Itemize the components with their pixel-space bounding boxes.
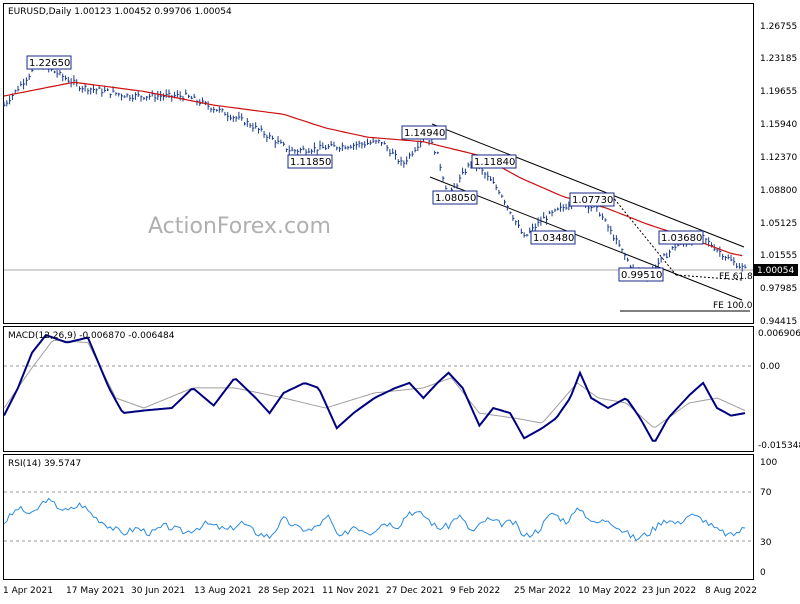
- price-tick-6: 1.08800: [760, 186, 797, 196]
- macd-header: MACD(12,26,9) -0.006870 -0.006484: [8, 331, 175, 341]
- macd-pane: [3, 326, 754, 452]
- level-label-2: 1.14940: [404, 128, 445, 139]
- level-box-3: [287, 154, 333, 169]
- price-tick-2: 1.23185: [760, 54, 797, 64]
- level-box-6: [569, 192, 615, 207]
- current-price-value: 1.00054: [757, 266, 794, 276]
- x-tick-2: 17 May 2021: [66, 586, 125, 596]
- level-label-5: 1.08050: [435, 193, 476, 204]
- price-header: EURUSD,Daily 1.00123 1.00452 0.99706 1.0…: [8, 7, 232, 17]
- level-label-1: 1.22650: [29, 58, 70, 69]
- level-box-2: [401, 125, 447, 140]
- level-box-7: [530, 230, 576, 245]
- fe-61-label: FE 61.8: [719, 272, 753, 282]
- x-tick-1: 1 Apr 2021: [3, 586, 53, 596]
- rsi-y-axis: 100 70 30 0: [760, 458, 777, 578]
- macd-tick-2: 0.00: [760, 362, 780, 372]
- price-tick-5: 1.12370: [760, 153, 797, 163]
- x-tick-6: 11 Nov 2021: [322, 586, 380, 596]
- rsi-tick-100: 100: [760, 458, 777, 468]
- watermark: ActionForex.com: [148, 214, 331, 239]
- price-bars: [3, 59, 747, 282]
- macd-tick-1: 0.006906: [758, 329, 800, 339]
- rsi-tick-70: 70: [760, 488, 772, 498]
- x-tick-9: 25 Mar 2022: [514, 586, 571, 596]
- trend-dashed: [611, 195, 677, 276]
- x-tick-11: 23 Jun 2022: [642, 586, 696, 596]
- fe-100-label: FE 100.0: [713, 301, 753, 311]
- level-box-4: [471, 154, 517, 169]
- level-label-9: 0.99510: [621, 270, 662, 281]
- x-tick-5: 28 Sep 2021: [258, 586, 315, 596]
- price-tick-10: 0.94415: [760, 317, 797, 327]
- macd-tick-3: -0.015348: [758, 441, 800, 451]
- rsi-header: RSI(14) 39.5747: [8, 459, 81, 469]
- price-tick-3: 1.19655: [760, 87, 797, 97]
- level-label-4: 1.11840: [474, 157, 515, 168]
- x-tick-10: 10 May 2022: [578, 586, 637, 596]
- macd-signal-line: [3, 339, 746, 428]
- level-box-5: [432, 190, 478, 205]
- macd-y-axis: 0.006906 0.00 -0.015348: [758, 329, 800, 451]
- x-tick-3: 30 Jun 2021: [131, 586, 185, 596]
- price-tick-1: 1.26755: [760, 22, 797, 32]
- x-tick-4: 13 Aug 2021: [194, 586, 252, 596]
- rsi-tick-30: 30: [760, 538, 772, 548]
- level-label-7: 1.03480: [533, 233, 574, 244]
- x-tick-8: 9 Feb 2022: [450, 586, 500, 596]
- channel-lower: [429, 176, 743, 301]
- current-price-tag: [754, 264, 798, 276]
- level-label-3: 1.11850: [290, 157, 331, 168]
- rsi-tick-0: 0: [760, 568, 766, 578]
- price-tick-7: 1.05125: [760, 219, 797, 229]
- level-labels: 1.22650 1.14940 1.11850 1.11840 1.08050 …: [26, 55, 753, 311]
- level-box-9: [618, 267, 664, 282]
- x-tick-7: 27 Dec 2021: [386, 586, 444, 596]
- x-axis: 1 Apr 2021 17 May 2021 30 Jun 2021 13 Au…: [3, 586, 757, 596]
- fe-dashed: [675, 274, 743, 281]
- rsi-pane: [3, 454, 754, 580]
- moving-average-line: [3, 81, 743, 257]
- price-tick-4: 1.15940: [760, 120, 797, 130]
- channel-upper: [431, 123, 745, 248]
- level-label-6: 1.07730: [572, 195, 613, 206]
- price-y-axis: 1.26755 1.23185 1.19655 1.15940 1.12370 …: [760, 22, 797, 327]
- x-tick-12: 8 Aug 2022: [705, 586, 757, 596]
- level-box-1: [26, 55, 72, 70]
- level-box-8: [658, 230, 704, 245]
- macd-line: [3, 333, 746, 442]
- level-label-8: 1.03680: [661, 233, 702, 244]
- price-tick-8: 1.01555: [760, 251, 797, 261]
- rsi-line: [3, 497, 746, 542]
- price-tick-9: 0.97985: [760, 284, 797, 294]
